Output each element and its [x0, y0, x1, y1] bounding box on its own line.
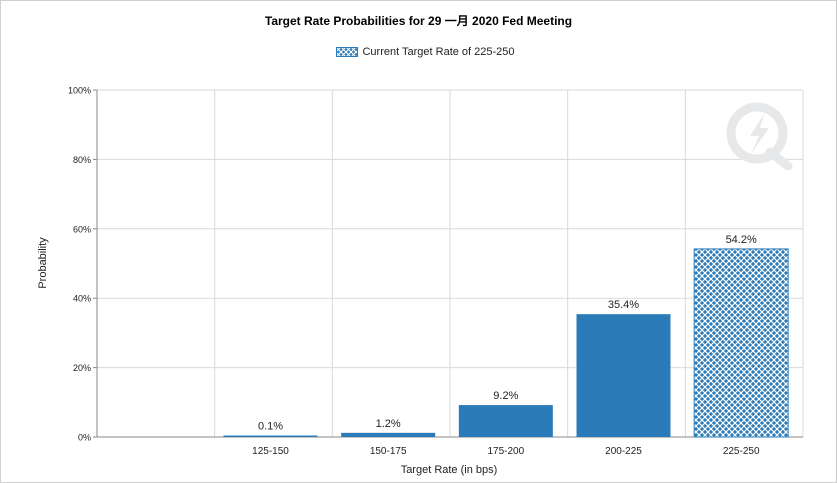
chart-title: Target Rate Probabilities for 29 一月 2020… — [264, 14, 573, 28]
data-label-225-250: 54.2% — [726, 234, 757, 246]
x-axis-label: Target Rate (in bps) — [401, 464, 498, 476]
y-tick-label: 60% — [73, 224, 91, 234]
data-label-175-200: 9.2% — [493, 390, 518, 402]
data-label-125-150: 0.1% — [258, 421, 283, 433]
y-axis-label: Probability — [37, 237, 49, 289]
bar-125-150 — [223, 435, 318, 437]
legend-swatch-hatched — [336, 47, 359, 57]
x-tick-label: 175-200 — [487, 446, 524, 457]
x-tick-label: 200-225 — [605, 446, 642, 457]
bar-175-200 — [458, 405, 553, 437]
data-label-150-175: 1.2% — [376, 418, 401, 430]
data-label-200-225: 35.4% — [608, 299, 639, 311]
y-tick-label: 20% — [73, 363, 91, 373]
y-tick-label: 40% — [73, 294, 91, 304]
legend-label: Current Target Rate of 225-250 — [362, 46, 515, 58]
y-tick-label: 100% — [68, 86, 91, 96]
y-tick-label: 80% — [73, 155, 91, 165]
y-tick-label: 0% — [78, 433, 91, 443]
bar-150-175 — [341, 432, 436, 437]
x-tick-label: 150-175 — [370, 446, 407, 457]
watermark-logo-icon — [726, 102, 793, 170]
bar-200-225 — [576, 314, 671, 437]
chart-legend: Current Target Rate of 225-250 — [0, 46, 837, 58]
x-tick-label: 125-150 — [252, 446, 289, 457]
bar-225-250 — [693, 248, 789, 438]
x-tick-label: 225-250 — [723, 446, 760, 457]
